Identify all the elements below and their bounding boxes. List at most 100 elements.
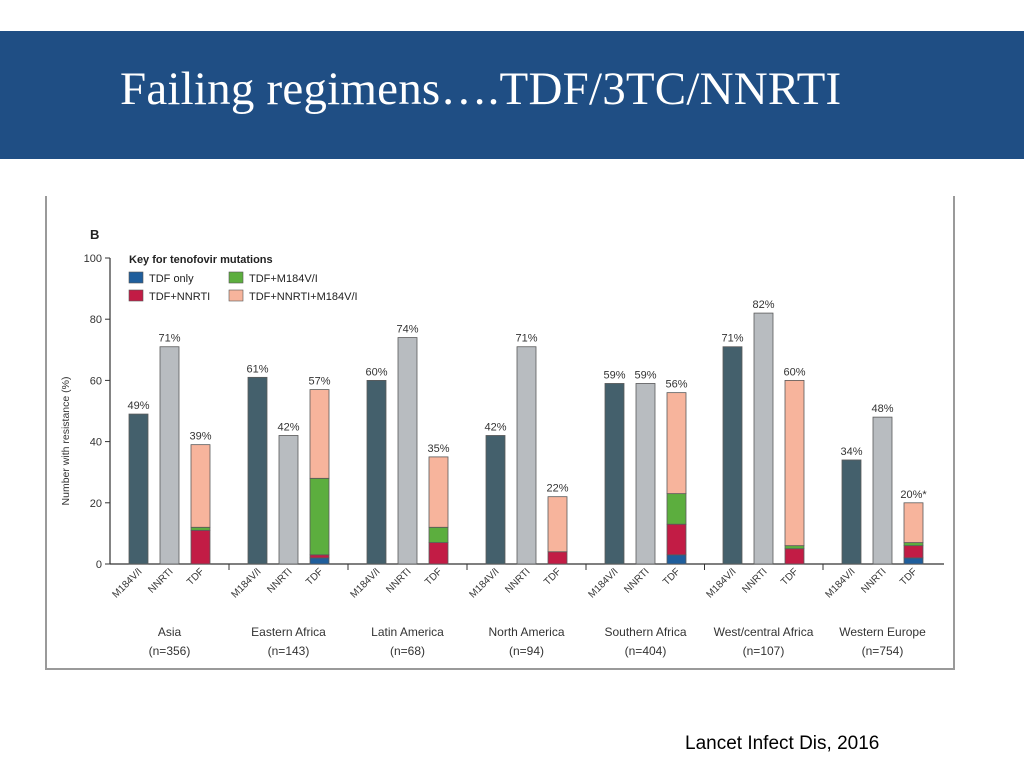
data-label: 60%: [365, 366, 387, 378]
data-label: 56%: [665, 379, 687, 391]
data-label: 74%: [396, 324, 418, 336]
legend-swatch: [128, 289, 144, 302]
bar-segment-tdf-only: [309, 557, 330, 565]
bar-segment-tdf-all: [784, 379, 805, 547]
bar-m184: [841, 459, 862, 565]
data-label: 42%: [277, 421, 299, 433]
group-n-label: (n=356): [149, 644, 191, 658]
x-tick-label: TDF: [898, 566, 920, 588]
data-label: 59%: [634, 369, 656, 381]
bar-segment-tdf-nnrti: [309, 554, 330, 559]
y-tick-label: 100: [84, 253, 102, 265]
bar-m184: [128, 413, 149, 565]
x-tick-label: NNRTI: [265, 566, 294, 595]
x-tick-label: M184V/I: [705, 566, 739, 600]
group-label: Latin America: [371, 625, 444, 639]
x-tick-label: NNRTI: [740, 566, 769, 595]
legend-swatch: [228, 271, 244, 284]
data-label: 42%: [484, 421, 506, 433]
bar-segment-tdf-all: [666, 392, 687, 495]
bar-m184: [366, 379, 387, 565]
bar-segment-tdf-only: [666, 554, 687, 565]
data-label: 61%: [246, 363, 268, 375]
group-n-label: (n=754): [862, 644, 904, 658]
bar-segment-tdf-m184: [309, 477, 330, 556]
legend-label: TDF+NNRTI+M184V/I: [249, 291, 358, 303]
bar-nnrti: [516, 346, 537, 565]
x-tick-label: M184V/I: [111, 566, 145, 600]
bar-nnrti: [278, 435, 299, 565]
y-tick-label: 20: [90, 498, 102, 510]
bar-nnrti: [872, 416, 893, 565]
group-n-label: (n=107): [743, 644, 785, 658]
x-tick-label: TDF: [304, 566, 326, 588]
data-label: 48%: [871, 403, 893, 415]
legend-label: TDF+M184V/I: [249, 273, 318, 285]
x-tick-label: TDF: [423, 566, 445, 588]
x-tick-label: NNRTI: [859, 566, 888, 595]
x-tick-label: M184V/I: [349, 566, 383, 600]
bar-nnrti: [753, 312, 774, 565]
data-label: 71%: [721, 333, 743, 345]
group-label: North America: [488, 625, 564, 639]
legend-label: TDF+NNRTI: [149, 291, 210, 303]
bar-segment-tdf-all: [309, 389, 330, 479]
data-label: 57%: [308, 376, 330, 388]
data-label: 34%: [840, 446, 862, 458]
bar-segment-tdf-nnrti: [190, 529, 211, 565]
group-n-label: (n=404): [625, 644, 667, 658]
group-n-label: (n=143): [268, 644, 310, 658]
legend-swatch: [228, 289, 244, 302]
data-label: 39%: [189, 431, 211, 443]
bar-segment-tdf-all: [190, 444, 211, 528]
bar-nnrti: [635, 383, 656, 565]
bar-segment-tdf-nnrti: [903, 545, 924, 559]
y-tick-label: 0: [96, 559, 102, 571]
x-tick-label: TDF: [779, 566, 801, 588]
data-label: 20%*: [900, 489, 927, 501]
bar-segment-tdf-only: [903, 557, 924, 565]
bar-segment-tdf-m184: [784, 545, 805, 550]
y-tick-label: 40: [90, 437, 102, 449]
bar-segment-tdf-m184: [666, 493, 687, 525]
bar-m184: [722, 346, 743, 565]
group-label: Southern Africa: [604, 625, 686, 639]
data-label: 22%: [546, 483, 568, 495]
slide-title: Failing regimens….TDF/3TC/NNRTI: [120, 63, 842, 115]
bar-nnrti: [159, 346, 180, 565]
x-tick-label: NNRTI: [503, 566, 532, 595]
x-tick-label: M184V/I: [824, 566, 858, 600]
y-axis-label: Number with resistance (%): [60, 377, 72, 506]
panel-label: B: [90, 227, 99, 242]
x-tick-label: M184V/I: [468, 566, 502, 600]
figure-panel: B 0 20 40 60 80 100 Number with resistance (%) K…: [45, 196, 955, 670]
data-label: 71%: [158, 333, 180, 345]
bar-m184: [485, 435, 506, 565]
x-tick-label: TDF: [185, 566, 207, 588]
group-n-label: (n=68): [390, 644, 425, 658]
data-label: 49%: [127, 400, 149, 412]
bar-segment-tdf-m184: [903, 542, 924, 547]
data-label: 60%: [783, 366, 805, 378]
bar-segment-tdf-all: [428, 456, 449, 528]
data-label: 71%: [515, 333, 537, 345]
bar-segment-tdf-nnrti: [547, 551, 568, 565]
bar-segment-tdf-m184: [428, 526, 449, 543]
bar-nnrti: [397, 337, 418, 565]
citation: Lancet Infect Dis, 2016: [685, 733, 880, 754]
bar-m184: [604, 383, 625, 565]
data-label: 35%: [427, 443, 449, 455]
group-n-label: (n=94): [509, 644, 544, 658]
x-tick-label: TDF: [542, 566, 564, 588]
bar-segment-tdf-nnrti: [784, 548, 805, 565]
y-tick-label: 80: [90, 314, 102, 326]
data-label: 59%: [603, 369, 625, 381]
bar-segment-tdf-m184: [190, 526, 211, 531]
x-tick-label: NNRTI: [384, 566, 413, 595]
x-tick-label: M184V/I: [587, 566, 621, 600]
bar-segment-tdf-all: [903, 502, 924, 543]
group-label: Asia: [158, 625, 182, 639]
group-label: West/central Africa: [714, 625, 814, 639]
group-label: Eastern Africa: [251, 625, 326, 639]
bar-segment-tdf-nnrti: [666, 523, 687, 556]
